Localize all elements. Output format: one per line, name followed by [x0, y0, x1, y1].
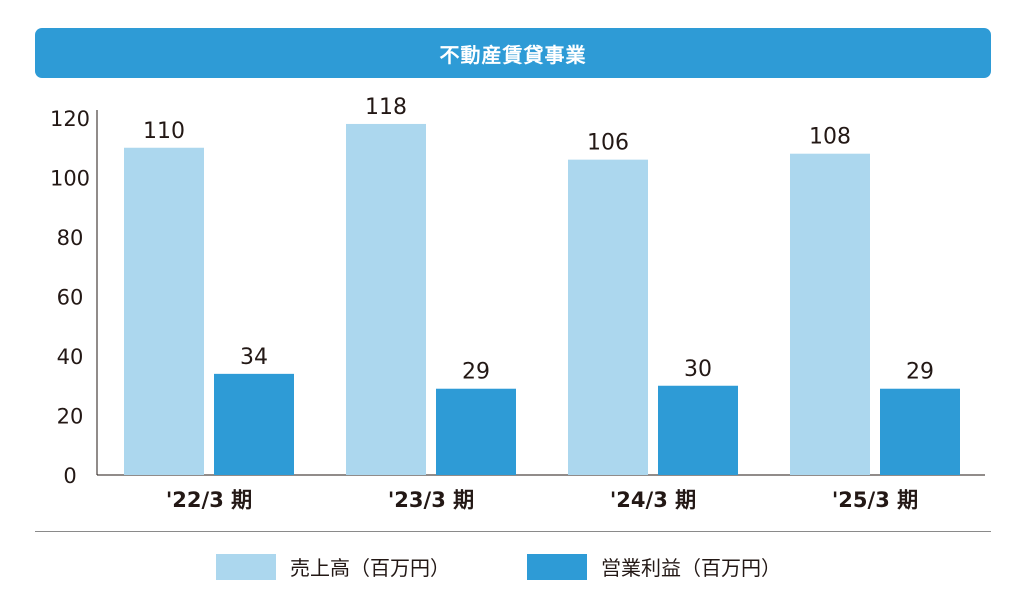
- x-category-label: '23/3 期: [388, 488, 474, 512]
- bar-sales: [568, 159, 648, 475]
- data-label: 108: [809, 125, 851, 150]
- data-label: 29: [906, 360, 934, 385]
- data-label: 106: [587, 131, 629, 156]
- data-label: 29: [462, 360, 490, 385]
- bar-sales: [346, 123, 426, 475]
- x-category-label: '22/3 期: [166, 488, 252, 512]
- bar-chart: 0 20 40 60 80 100 120 110 34 '22/3 期 118 29 '23/3 期 1…: [50, 95, 985, 512]
- y-tick-label: 40: [57, 345, 84, 369]
- bar-sales: [124, 147, 204, 475]
- y-tick-label: 100: [50, 167, 90, 191]
- legend-label-sales: 売上高（百万円）: [290, 556, 450, 580]
- y-tick-label: 0: [63, 464, 76, 488]
- chart-title: 不動産賃貸事業: [439, 42, 587, 67]
- legend-swatch-sales: [216, 553, 276, 580]
- data-label: 34: [240, 345, 268, 370]
- y-tick-label: 120: [50, 107, 90, 131]
- y-tick-label: 60: [57, 286, 84, 310]
- bar-sales: [790, 153, 870, 475]
- legend-item-sales: 売上高（百万円）: [216, 552, 450, 581]
- y-tick-label: 20: [57, 405, 84, 429]
- bar-profit: [880, 388, 960, 475]
- legend-divider: [35, 531, 991, 532]
- chart-title-bar: 不動産賃貸事業: [35, 28, 991, 78]
- bar-profit: [436, 388, 516, 475]
- y-tick-label: 80: [57, 226, 84, 250]
- bar-profit: [214, 373, 294, 475]
- legend-label-profit: 営業利益（百万円）: [601, 556, 781, 580]
- x-category-label: '24/3 期: [610, 488, 696, 512]
- x-category-label: '25/3 期: [832, 488, 918, 512]
- data-label: 110: [143, 119, 185, 144]
- bar-profit: [658, 385, 738, 475]
- legend-item-profit: 営業利益（百万円）: [527, 552, 781, 581]
- data-label: 30: [684, 357, 712, 382]
- chart-legend: 売上高（百万円） 営業利益（百万円）: [0, 552, 1025, 582]
- legend-swatch-profit: [527, 553, 587, 580]
- data-label: 118: [365, 95, 407, 120]
